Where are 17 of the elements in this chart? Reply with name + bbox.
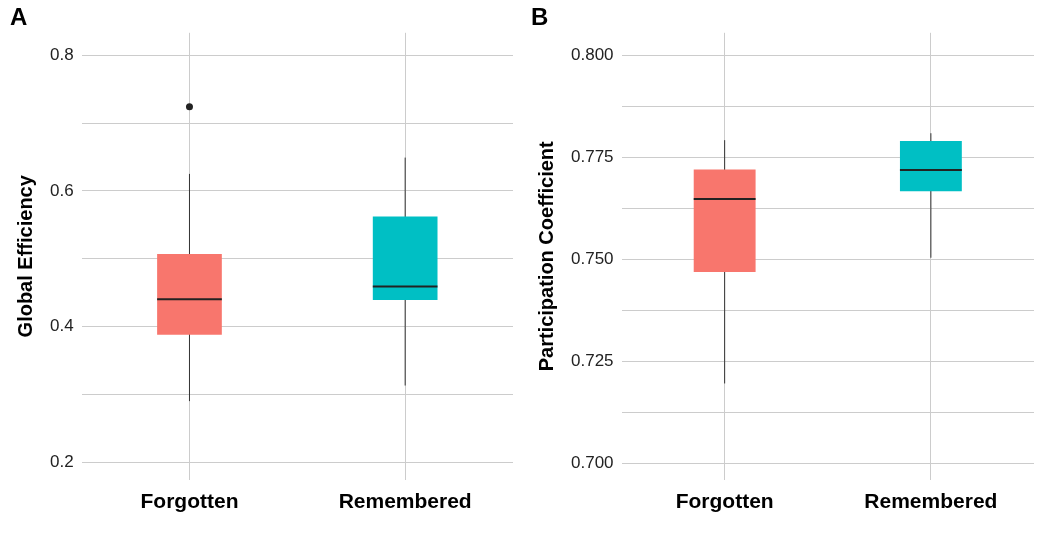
x-tick-label: Remembered <box>338 489 472 513</box>
y-axis-title: Participation Coefficient <box>534 140 557 372</box>
x-tick-label: Remembered <box>864 489 998 513</box>
y-tick-label: 0.700 <box>570 453 614 473</box>
y-tick-label: 0.750 <box>570 249 614 269</box>
x-tick-label: Forgotten <box>675 489 774 513</box>
y-tick-label: 0.800 <box>570 44 614 64</box>
x-tick-label: Forgotten <box>140 489 239 513</box>
y-tick-label: 0.8 <box>49 44 74 64</box>
chart-title: A <box>10 3 28 31</box>
y-tick-label: 0.4 <box>49 316 74 336</box>
chart-title: B <box>531 3 549 31</box>
y-axis-title: Global Efficiency <box>13 174 36 338</box>
y-tick-label: 0.2 <box>49 451 74 471</box>
y-tick-label: 0.775 <box>570 146 614 166</box>
y-tick-label: 0.725 <box>570 351 614 371</box>
y-tick-label: 0.6 <box>49 180 74 200</box>
